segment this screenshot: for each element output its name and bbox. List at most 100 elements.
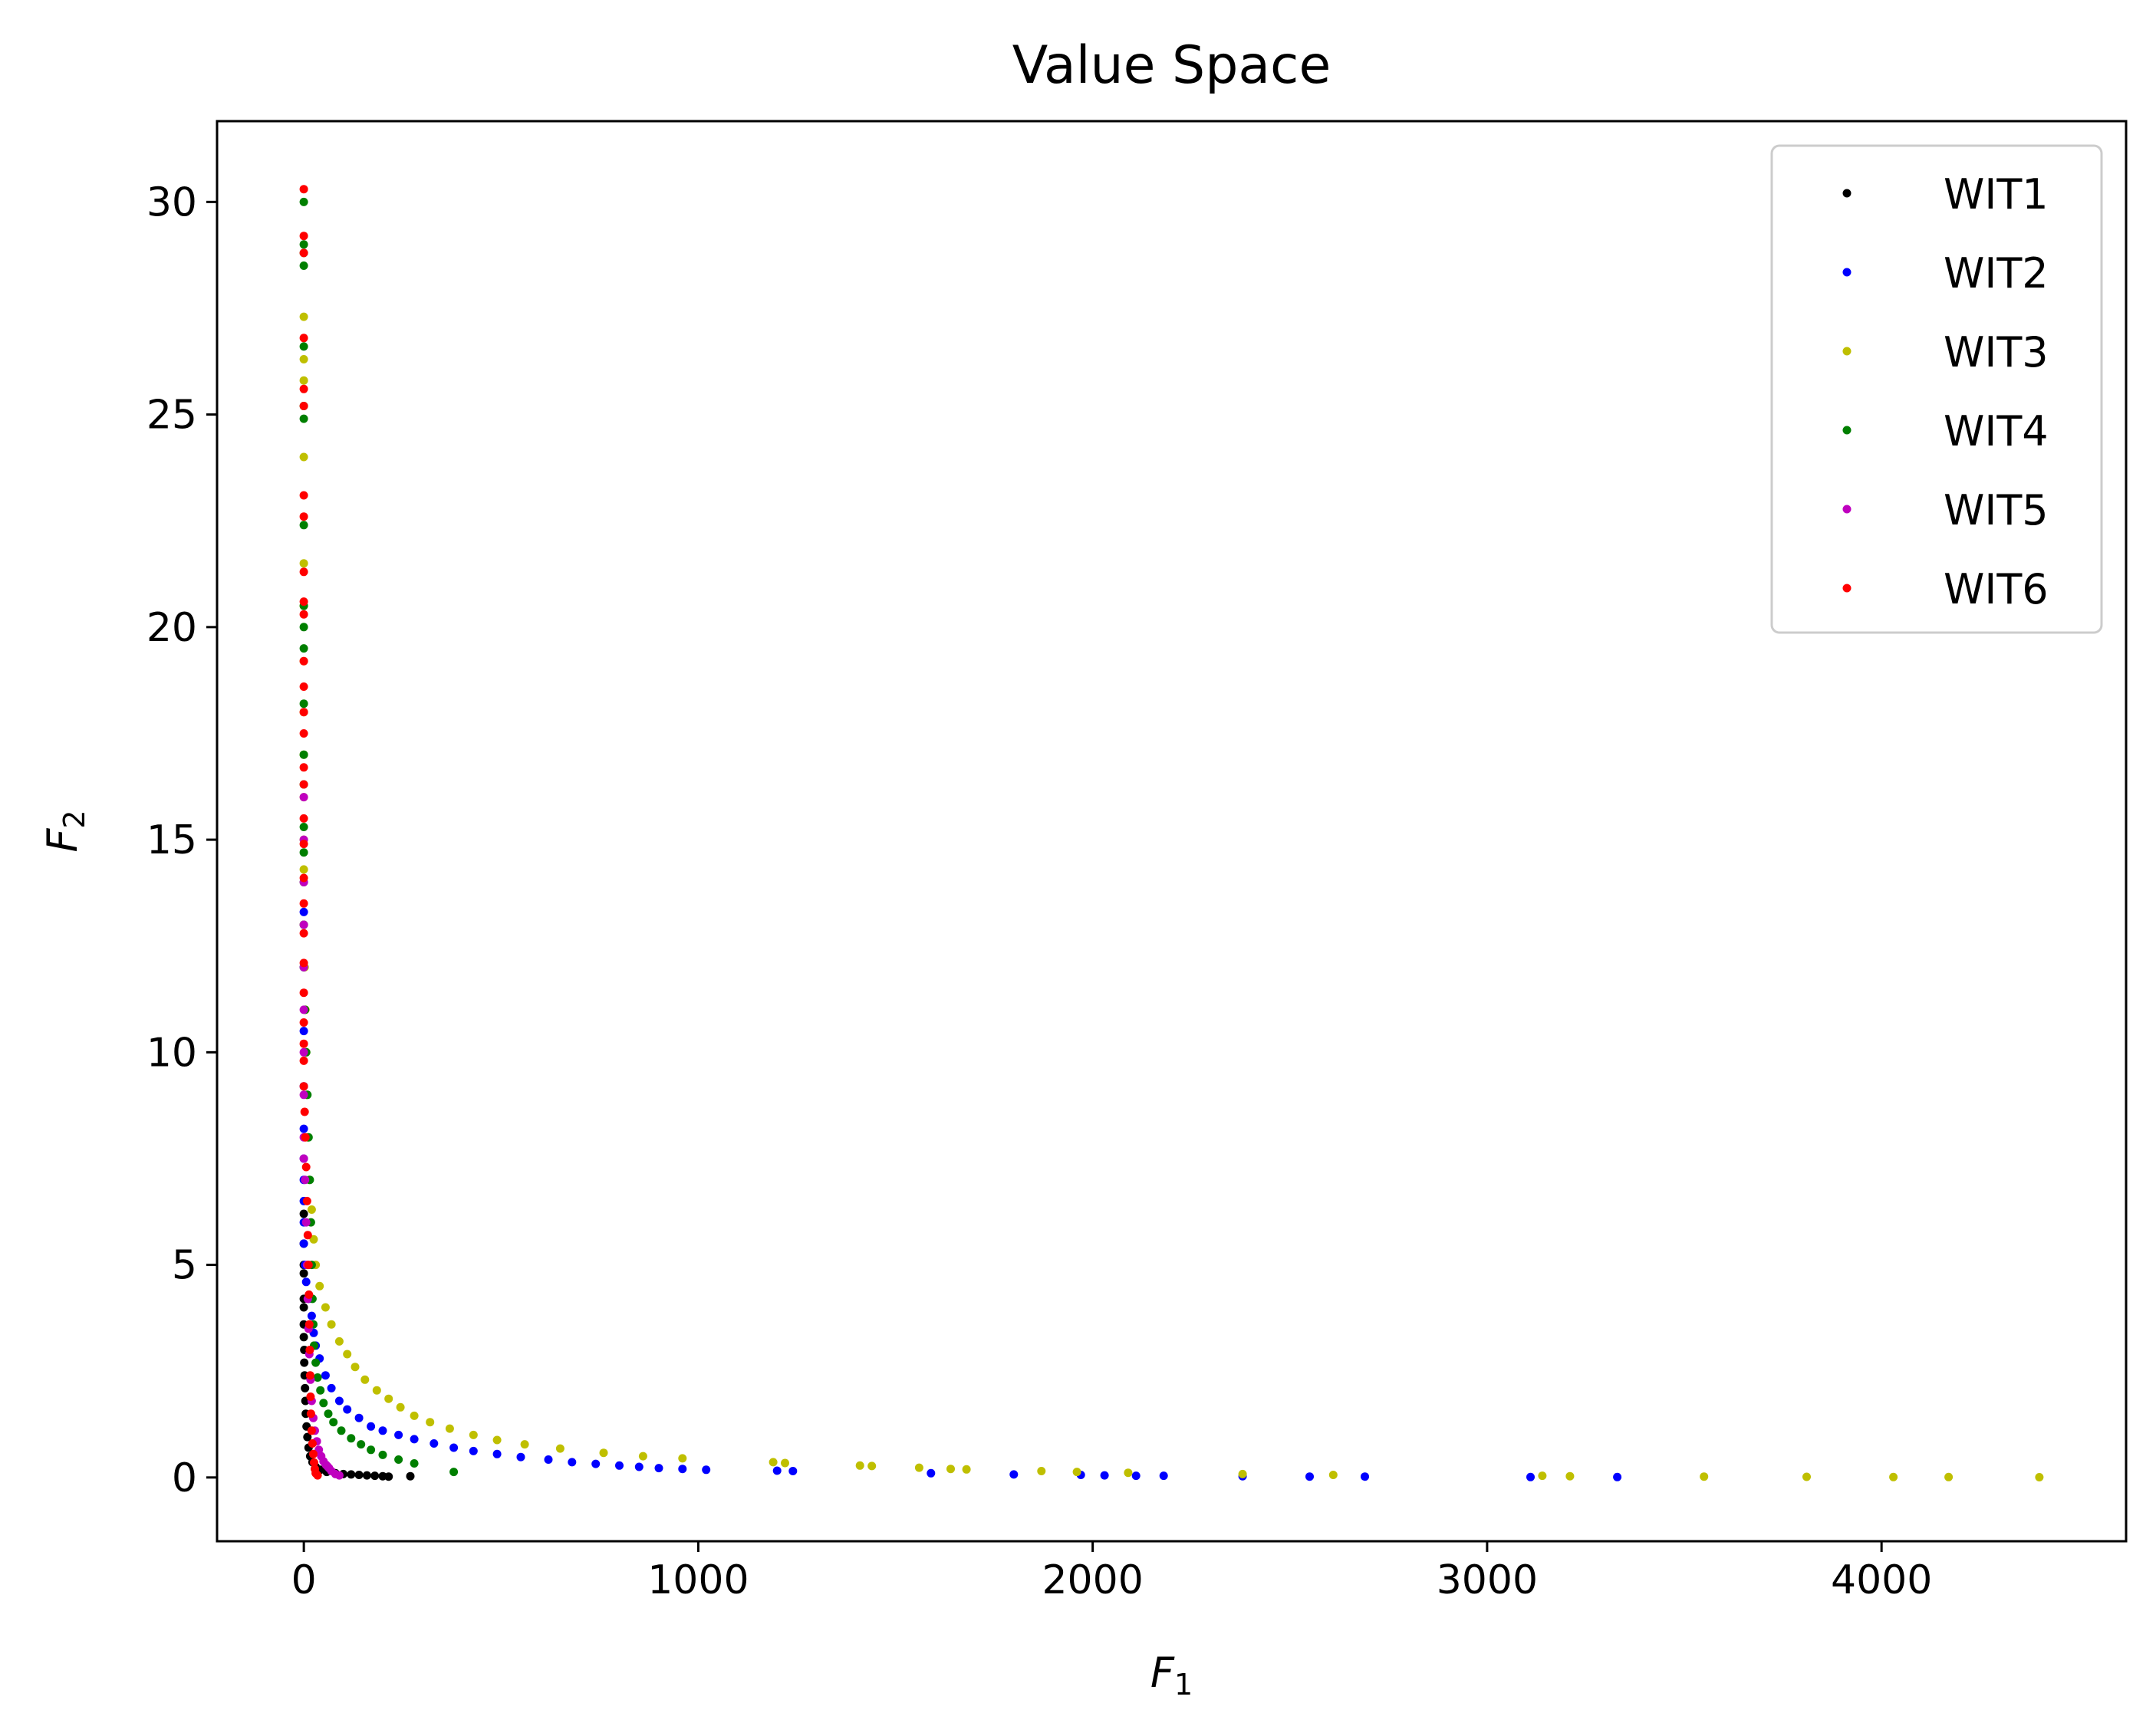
data-point: [324, 1409, 333, 1419]
y-tick-label: 30: [146, 179, 197, 225]
data-point: [321, 1371, 330, 1380]
legend-label: WIT2: [1944, 249, 2049, 298]
data-point: [299, 729, 308, 738]
data-point: [299, 491, 308, 500]
y-tick-label: 10: [146, 1030, 197, 1076]
data-point: [410, 1411, 419, 1420]
data-point: [305, 1346, 314, 1354]
data-point: [568, 1458, 577, 1467]
data-point: [311, 1358, 321, 1367]
data-point: [301, 1175, 310, 1185]
data-point: [308, 1439, 317, 1448]
data-point: [1613, 1472, 1622, 1481]
data-point: [678, 1454, 687, 1463]
data-point: [300, 1358, 309, 1367]
data-point: [299, 610, 308, 619]
series-wit2: [299, 907, 1622, 1481]
data-point: [384, 1472, 393, 1481]
data-point: [410, 1459, 419, 1468]
data-point: [299, 384, 308, 393]
data-point: [299, 823, 308, 831]
data-point: [306, 1409, 315, 1419]
data-point: [299, 929, 308, 938]
data-point: [299, 656, 308, 666]
data-point: [299, 1090, 308, 1100]
data-point: [378, 1426, 387, 1435]
data-point: [299, 261, 308, 270]
chart-title: Value Space: [1012, 35, 1331, 96]
data-point: [299, 899, 308, 908]
data-point: [678, 1465, 687, 1474]
data-point: [334, 1396, 344, 1406]
data-point: [299, 1154, 308, 1163]
data-point: [1238, 1469, 1247, 1478]
axis-subscript: 1: [1174, 1668, 1193, 1701]
legend-label: WIT5: [1944, 486, 2049, 534]
x-tick-label: 2000: [1042, 1557, 1143, 1603]
data-point: [1700, 1472, 1709, 1481]
data-point: [360, 1375, 370, 1384]
data-point: [319, 1399, 328, 1408]
data-point: [914, 1463, 923, 1472]
data-point: [299, 1333, 308, 1342]
data-point: [313, 1373, 322, 1382]
data-point: [354, 1471, 364, 1479]
data-point: [299, 865, 308, 874]
data-point: [544, 1455, 553, 1464]
x-axis: 0 1000 2000 3000 4000: [291, 1541, 1932, 1603]
data-point: [299, 597, 308, 607]
legend-marker: [1842, 426, 1852, 435]
y-tick-label: 5: [172, 1243, 197, 1289]
data-point: [520, 1440, 529, 1449]
data-point: [299, 1239, 308, 1248]
data-point: [445, 1424, 454, 1433]
data-point: [372, 1386, 381, 1395]
data-point: [555, 1444, 565, 1453]
data-point: [299, 848, 308, 857]
data-point: [299, 988, 308, 998]
data-point: [410, 1435, 419, 1444]
data-point: [394, 1455, 403, 1464]
data-point: [1944, 1472, 1954, 1481]
x-tick-label: 3000: [1437, 1557, 1538, 1603]
x-tick-label: 1000: [647, 1557, 749, 1603]
y-tick-label: 15: [146, 817, 197, 863]
data-point: [303, 1432, 312, 1442]
points-layer: [299, 185, 2044, 1481]
data-point: [299, 342, 308, 351]
data-point: [299, 402, 308, 410]
data-point: [299, 248, 308, 258]
data-point: [304, 1320, 314, 1329]
data-point: [327, 1320, 336, 1329]
data-point: [301, 1277, 311, 1287]
data-point: [2035, 1473, 2044, 1481]
data-point: [343, 1405, 352, 1414]
x-tick-label: 0: [291, 1557, 317, 1603]
data-point: [384, 1394, 393, 1403]
data-point: [1328, 1471, 1338, 1479]
data-point: [781, 1458, 789, 1468]
data-point: [1889, 1472, 1898, 1481]
data-point: [299, 1005, 308, 1014]
data-point: [299, 1047, 308, 1057]
data-point: [309, 1235, 318, 1244]
legend-marker: [1842, 584, 1852, 593]
data-point: [855, 1461, 864, 1470]
data-point: [329, 1418, 338, 1427]
data-point: [396, 1402, 405, 1412]
data-point: [301, 1133, 310, 1142]
data-point: [299, 780, 308, 789]
data-point: [1159, 1471, 1168, 1481]
data-point: [702, 1465, 711, 1475]
legend-marker: [1842, 347, 1852, 356]
data-point: [1565, 1471, 1575, 1481]
data-point: [299, 682, 308, 691]
data-point: [638, 1452, 647, 1461]
data-point: [302, 1196, 311, 1205]
data-point: [634, 1462, 644, 1471]
legend-box: [1770, 144, 2103, 634]
data-point: [307, 1311, 316, 1320]
data-point: [301, 1162, 311, 1172]
data-point: [313, 1471, 322, 1480]
data-point: [772, 1466, 782, 1475]
